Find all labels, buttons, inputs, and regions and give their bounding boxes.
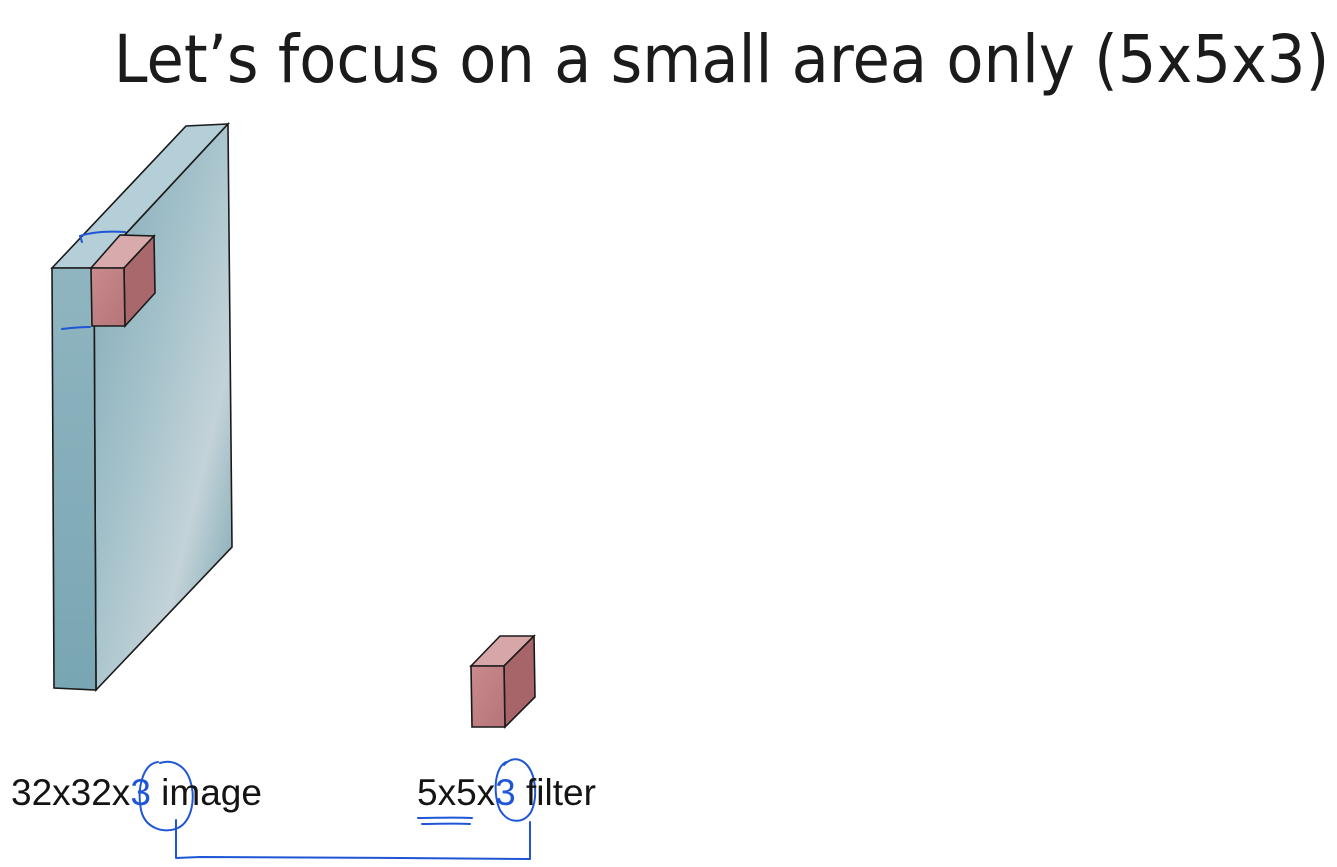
receptive-field-cube [89,234,156,329]
slide-title: Let’s focus on a small area only (5x5x3) [0,18,1337,102]
filter-cube-front [470,665,506,728]
receptive-field-annotation [61,230,126,330]
receptive-field-front [90,267,126,327]
image-depth-circle [138,760,194,832]
filter-dims: 5x5x [417,772,496,813]
depth-match-annotation [138,758,537,860]
input-volume-illustration [50,121,233,692]
filter-depth-circle [494,758,537,822]
image-caption-suffix: image [150,772,262,813]
image-caption: 32x32x3 image [11,770,262,816]
connector-line [175,819,531,860]
image-dims: 32x32x [11,772,131,813]
slide-title-text: Let’s focus on a small area only (5x5x3) [113,21,1329,98]
filter-caption: 5x5x3 filter [417,770,596,816]
filter-depth-value: 3 [495,772,516,813]
filter-caption-suffix: filter [515,772,596,813]
image-depth-value: 3 [130,772,151,813]
input-volume-side-face [51,267,97,691]
filter-cube [469,634,536,729]
